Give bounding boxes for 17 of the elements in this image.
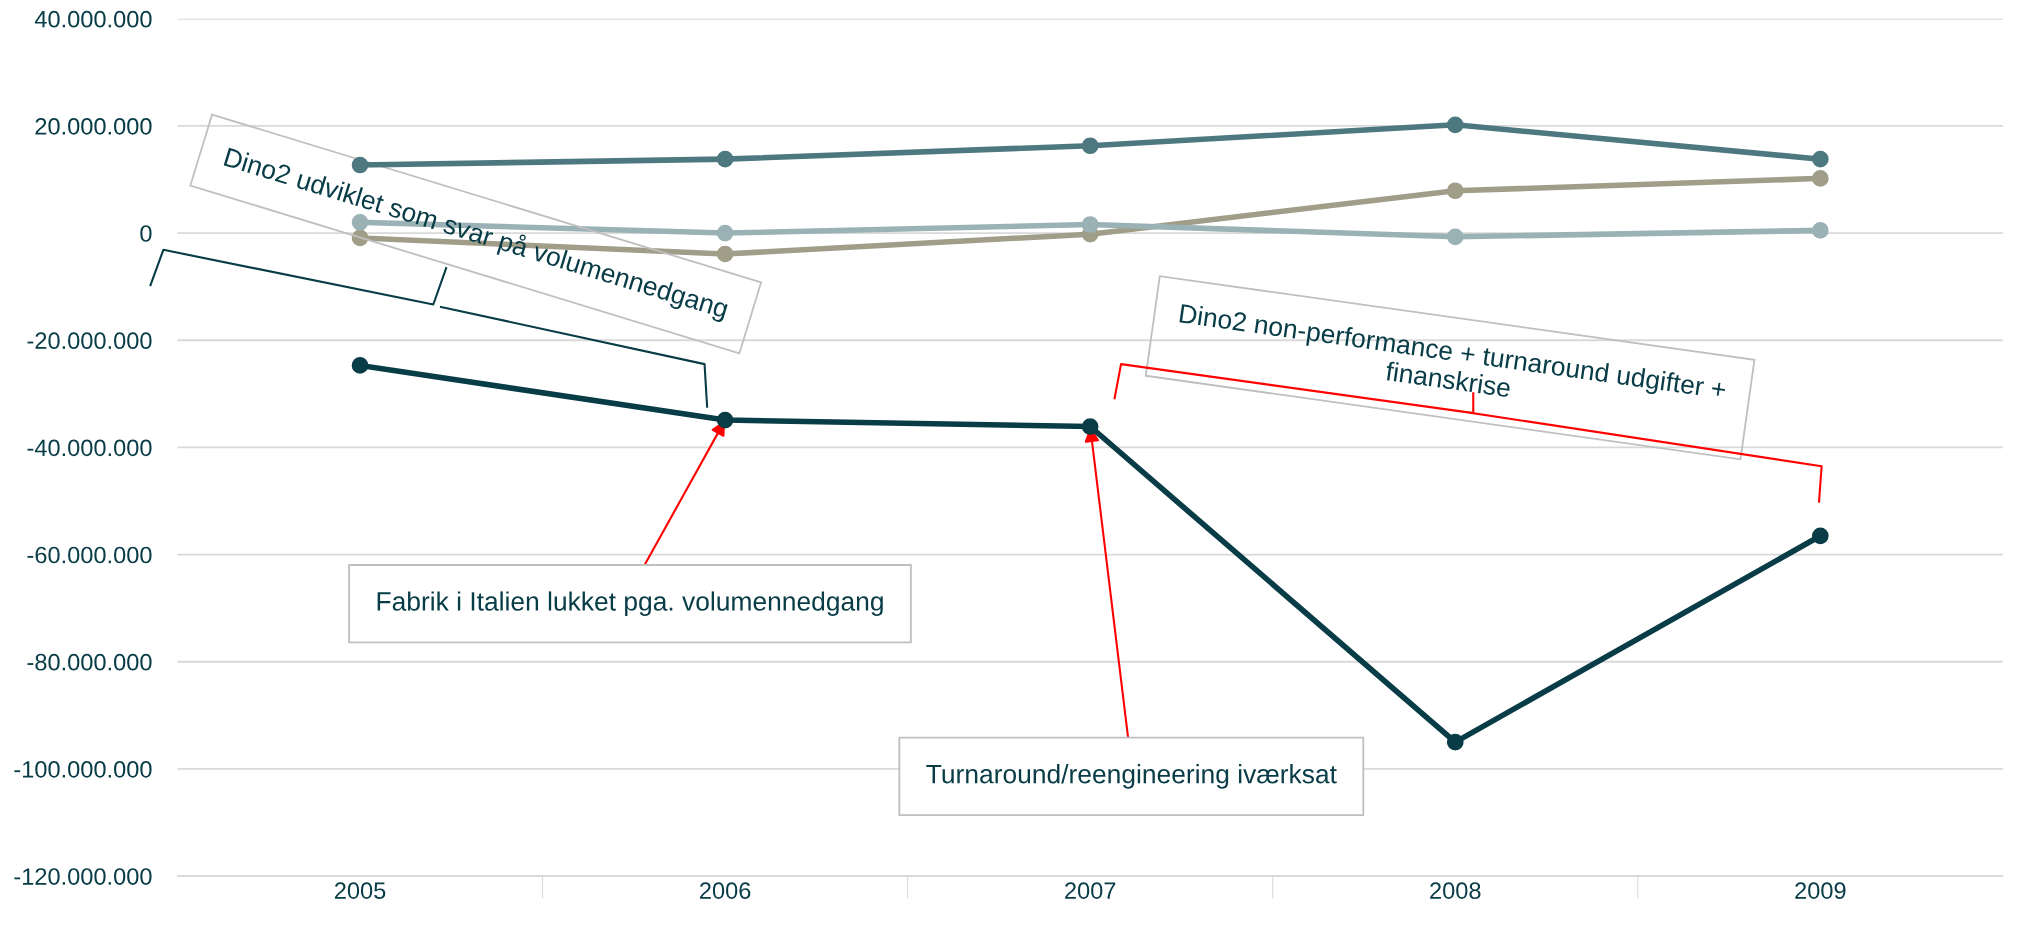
y-tick-label: -40.000.000 (27, 439, 152, 457)
y-tick-label: 20.000.000 (35, 117, 152, 135)
y-tick-label: -60.000.000 (27, 546, 152, 564)
y-tick-label: -20.000.000 (27, 332, 152, 350)
x-tick-label: 2008 (1430, 882, 1481, 899)
y-tick-label: 0 (140, 225, 152, 242)
x-tick-label: 2006 (700, 882, 751, 899)
annotation: Dino2 non-performance + turnaround udgifter + finanskrise (1178, 303, 1727, 405)
y-tick-label: -120.000.000 (14, 868, 152, 885)
y-tick-label: 40.000.000 (34, 10, 152, 28)
y-tick-label: -80.000.000 (27, 653, 152, 671)
x-tick-label: 2007 (1065, 882, 1116, 899)
y-tick-label: -100.000.000 (14, 760, 152, 778)
x-tick-label: 2009 (1795, 882, 1846, 899)
x-tick-label: 2005 (334, 882, 386, 899)
annotation: Turnaround/reengineering iværksat (926, 764, 1337, 789)
annotation: Fabrik i Italien lukket pga. volumennedgang (377, 591, 883, 616)
